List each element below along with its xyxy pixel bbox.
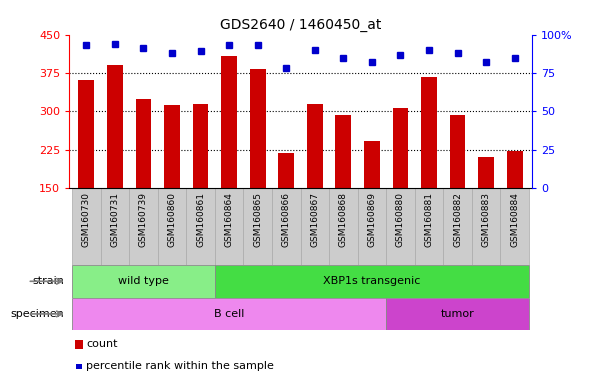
Bar — [472, 188, 501, 265]
Bar — [386, 188, 415, 265]
Bar — [364, 141, 380, 188]
Bar — [444, 188, 472, 265]
Text: wild type: wild type — [118, 276, 169, 286]
Bar — [386, 298, 529, 330]
Bar — [392, 108, 408, 188]
Text: GSM160730: GSM160730 — [82, 192, 91, 247]
Bar — [72, 265, 215, 298]
Bar — [507, 151, 523, 188]
Text: GSM160881: GSM160881 — [424, 192, 433, 247]
Bar — [72, 188, 100, 265]
Text: GSM160865: GSM160865 — [253, 192, 262, 247]
Bar — [300, 188, 329, 265]
Bar — [215, 188, 243, 265]
Text: B cell: B cell — [214, 309, 244, 319]
Text: GSM160860: GSM160860 — [168, 192, 177, 247]
Text: tumor: tumor — [441, 309, 474, 319]
Text: GSM160866: GSM160866 — [282, 192, 291, 247]
Bar — [307, 104, 323, 188]
Bar — [221, 56, 237, 188]
Text: GSM160864: GSM160864 — [225, 192, 234, 247]
Bar — [358, 188, 386, 265]
Bar — [415, 188, 444, 265]
Bar — [335, 115, 351, 188]
Bar — [421, 76, 437, 188]
Text: GSM160867: GSM160867 — [310, 192, 319, 247]
Bar — [243, 188, 272, 265]
Bar — [478, 157, 494, 188]
Text: count: count — [86, 339, 117, 349]
Text: GSM160869: GSM160869 — [367, 192, 376, 247]
Bar — [157, 188, 186, 265]
Bar — [164, 105, 180, 188]
Text: GSM160861: GSM160861 — [196, 192, 205, 247]
Title: GDS2640 / 1460450_at: GDS2640 / 1460450_at — [220, 18, 381, 32]
Text: specimen: specimen — [11, 309, 64, 319]
Text: GSM160739: GSM160739 — [139, 192, 148, 247]
Bar — [136, 99, 151, 188]
Bar — [329, 188, 358, 265]
Text: GSM160883: GSM160883 — [481, 192, 490, 247]
Bar — [107, 65, 123, 188]
Text: GSM160884: GSM160884 — [510, 192, 519, 247]
Text: GSM160880: GSM160880 — [396, 192, 405, 247]
Text: GSM160731: GSM160731 — [111, 192, 120, 247]
Bar — [100, 188, 129, 265]
Bar — [250, 70, 266, 188]
Text: GSM160868: GSM160868 — [339, 192, 348, 247]
Bar — [450, 116, 465, 188]
Text: GSM160882: GSM160882 — [453, 192, 462, 247]
Bar — [215, 265, 529, 298]
Bar — [129, 188, 157, 265]
Bar — [193, 104, 209, 188]
Bar — [272, 188, 300, 265]
Bar — [278, 153, 294, 188]
Text: XBP1s transgenic: XBP1s transgenic — [323, 276, 421, 286]
Bar — [186, 188, 215, 265]
Text: strain: strain — [32, 276, 64, 286]
Text: percentile rank within the sample: percentile rank within the sample — [86, 361, 274, 371]
Bar — [501, 188, 529, 265]
Bar — [72, 298, 386, 330]
Bar — [78, 79, 94, 188]
